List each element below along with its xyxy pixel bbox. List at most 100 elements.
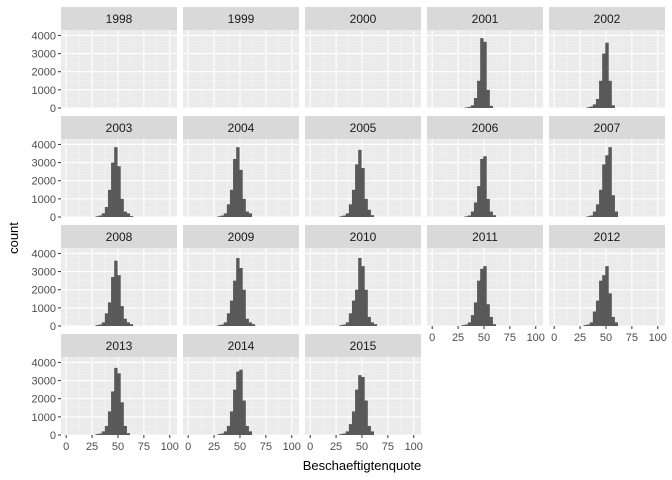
histogram-bar bbox=[361, 266, 365, 326]
histogram-bar bbox=[489, 316, 493, 326]
histogram-bar bbox=[592, 311, 597, 326]
histogram-bar bbox=[248, 431, 253, 435]
histogram-bar bbox=[111, 277, 115, 326]
histogram-bar bbox=[129, 216, 134, 217]
facet-panel-2001: 2001 bbox=[427, 7, 543, 109]
histogram-bar bbox=[351, 411, 356, 435]
x-tick-label: 25 bbox=[574, 332, 586, 344]
histogram-bar bbox=[364, 400, 368, 435]
facet-strip-label: 2002 bbox=[594, 12, 621, 26]
x-tick-label: 100 bbox=[649, 332, 667, 344]
histogram-bar bbox=[95, 434, 99, 435]
histogram-bar bbox=[123, 318, 127, 326]
histogram-bar bbox=[470, 105, 475, 108]
histogram-bar bbox=[370, 431, 375, 435]
facet-panel-2014: 2014 0 25 50 75 100 bbox=[183, 334, 301, 453]
histogram-bar bbox=[239, 169, 243, 217]
y-tick-label: 1000 bbox=[32, 85, 56, 97]
facet-panel-2004: 2004 bbox=[183, 116, 299, 218]
facet-strip bbox=[61, 116, 177, 139]
facet-strip bbox=[183, 116, 299, 139]
histogram-bar bbox=[226, 313, 231, 326]
histogram-bar bbox=[242, 289, 246, 326]
histogram-bar bbox=[367, 316, 371, 326]
x-tick-label: 50 bbox=[478, 332, 490, 344]
facet-panel-2015: 2015 0 25 50 75 100 bbox=[305, 334, 423, 453]
histogram-bar bbox=[608, 293, 612, 326]
histogram-bar bbox=[358, 149, 362, 217]
histogram-bar bbox=[467, 322, 472, 326]
facet-panel-2010: 2010 bbox=[305, 225, 421, 327]
facet-panel-2009: 2009 bbox=[183, 225, 299, 327]
y-tick-label: 4000 bbox=[32, 139, 56, 151]
histogram-bar bbox=[217, 434, 221, 435]
histogram-bar bbox=[586, 216, 591, 217]
histogram-bar bbox=[345, 213, 350, 217]
x-tick-label: 100 bbox=[161, 441, 179, 453]
histogram-bar bbox=[605, 42, 609, 108]
histogram-bar bbox=[602, 164, 606, 217]
histogram-bar bbox=[236, 257, 240, 326]
x-tick-label: 0 bbox=[185, 441, 191, 453]
histogram-bar bbox=[220, 433, 225, 435]
x-tick-label: 0 bbox=[429, 332, 435, 344]
histogram-bar bbox=[602, 275, 606, 326]
histogram-bar bbox=[233, 389, 237, 435]
histogram-bar bbox=[351, 189, 356, 217]
histogram-bar bbox=[477, 280, 481, 326]
histogram-bar bbox=[467, 215, 472, 217]
facet-strip bbox=[305, 334, 421, 357]
histogram-bar bbox=[101, 322, 106, 326]
histogram-bar bbox=[473, 302, 478, 326]
histogram-bar bbox=[129, 324, 134, 326]
histogram-bar bbox=[342, 215, 347, 217]
histogram-bar bbox=[126, 322, 131, 326]
histogram-bar bbox=[470, 211, 475, 217]
x-tick-label: 50 bbox=[234, 441, 246, 453]
y-tick-label: 3000 bbox=[32, 376, 56, 388]
histogram-bar bbox=[605, 266, 609, 326]
facet-strip bbox=[549, 7, 665, 30]
facet-strip-label: 1998 bbox=[106, 12, 133, 26]
facet-panel-2008: 2008 0 1000 2000 3000 4000 bbox=[32, 225, 177, 333]
x-tick-label: 0 bbox=[63, 441, 69, 453]
histogram-bar bbox=[342, 324, 347, 326]
histogram-bar bbox=[364, 198, 368, 217]
histogram-bar bbox=[98, 433, 103, 435]
histogram-bar bbox=[126, 433, 131, 435]
histogram-bar bbox=[611, 316, 615, 326]
histogram-bar bbox=[492, 215, 497, 217]
histogram-bar bbox=[355, 289, 359, 326]
histogram-bar bbox=[611, 105, 615, 108]
facet-panel-1999: 1999 bbox=[183, 7, 299, 109]
histogram-bar bbox=[483, 266, 487, 326]
histogram-bar bbox=[480, 268, 484, 326]
histogram-bar bbox=[477, 80, 481, 108]
x-tick-label: 25 bbox=[208, 441, 220, 453]
facet-strip bbox=[183, 225, 299, 248]
y-tick-label: 3000 bbox=[32, 267, 56, 279]
histogram-bar bbox=[223, 213, 228, 217]
x-axis-title: Beschaeftigtenquote bbox=[303, 458, 422, 473]
histogram-bar bbox=[348, 424, 353, 435]
facet-panel-2006: 2006 bbox=[427, 116, 543, 218]
histogram-bar bbox=[586, 324, 591, 326]
x-tick-label: 0 bbox=[551, 332, 557, 344]
y-tick-label: 1000 bbox=[32, 412, 56, 424]
histogram-bar bbox=[217, 216, 221, 217]
facet-panel-2012: 2012 0 25 50 75 100 bbox=[549, 225, 667, 344]
facet-strip-label: 2012 bbox=[594, 230, 621, 244]
histogram-bar bbox=[486, 198, 490, 217]
histogram-bar bbox=[473, 98, 478, 108]
y-tick-label: 2000 bbox=[32, 67, 56, 79]
x-tick-label: 25 bbox=[86, 441, 98, 453]
histogram-bar bbox=[492, 324, 497, 326]
facet-strip bbox=[61, 7, 177, 30]
histogram-bar bbox=[348, 313, 353, 326]
histogram-bar bbox=[608, 80, 612, 108]
histogram-bar bbox=[345, 322, 350, 326]
x-tick-label: 75 bbox=[504, 332, 516, 344]
facet-panel-2011: 2011 0 25 50 75 100 bbox=[427, 225, 545, 344]
x-tick-label: 75 bbox=[260, 441, 272, 453]
